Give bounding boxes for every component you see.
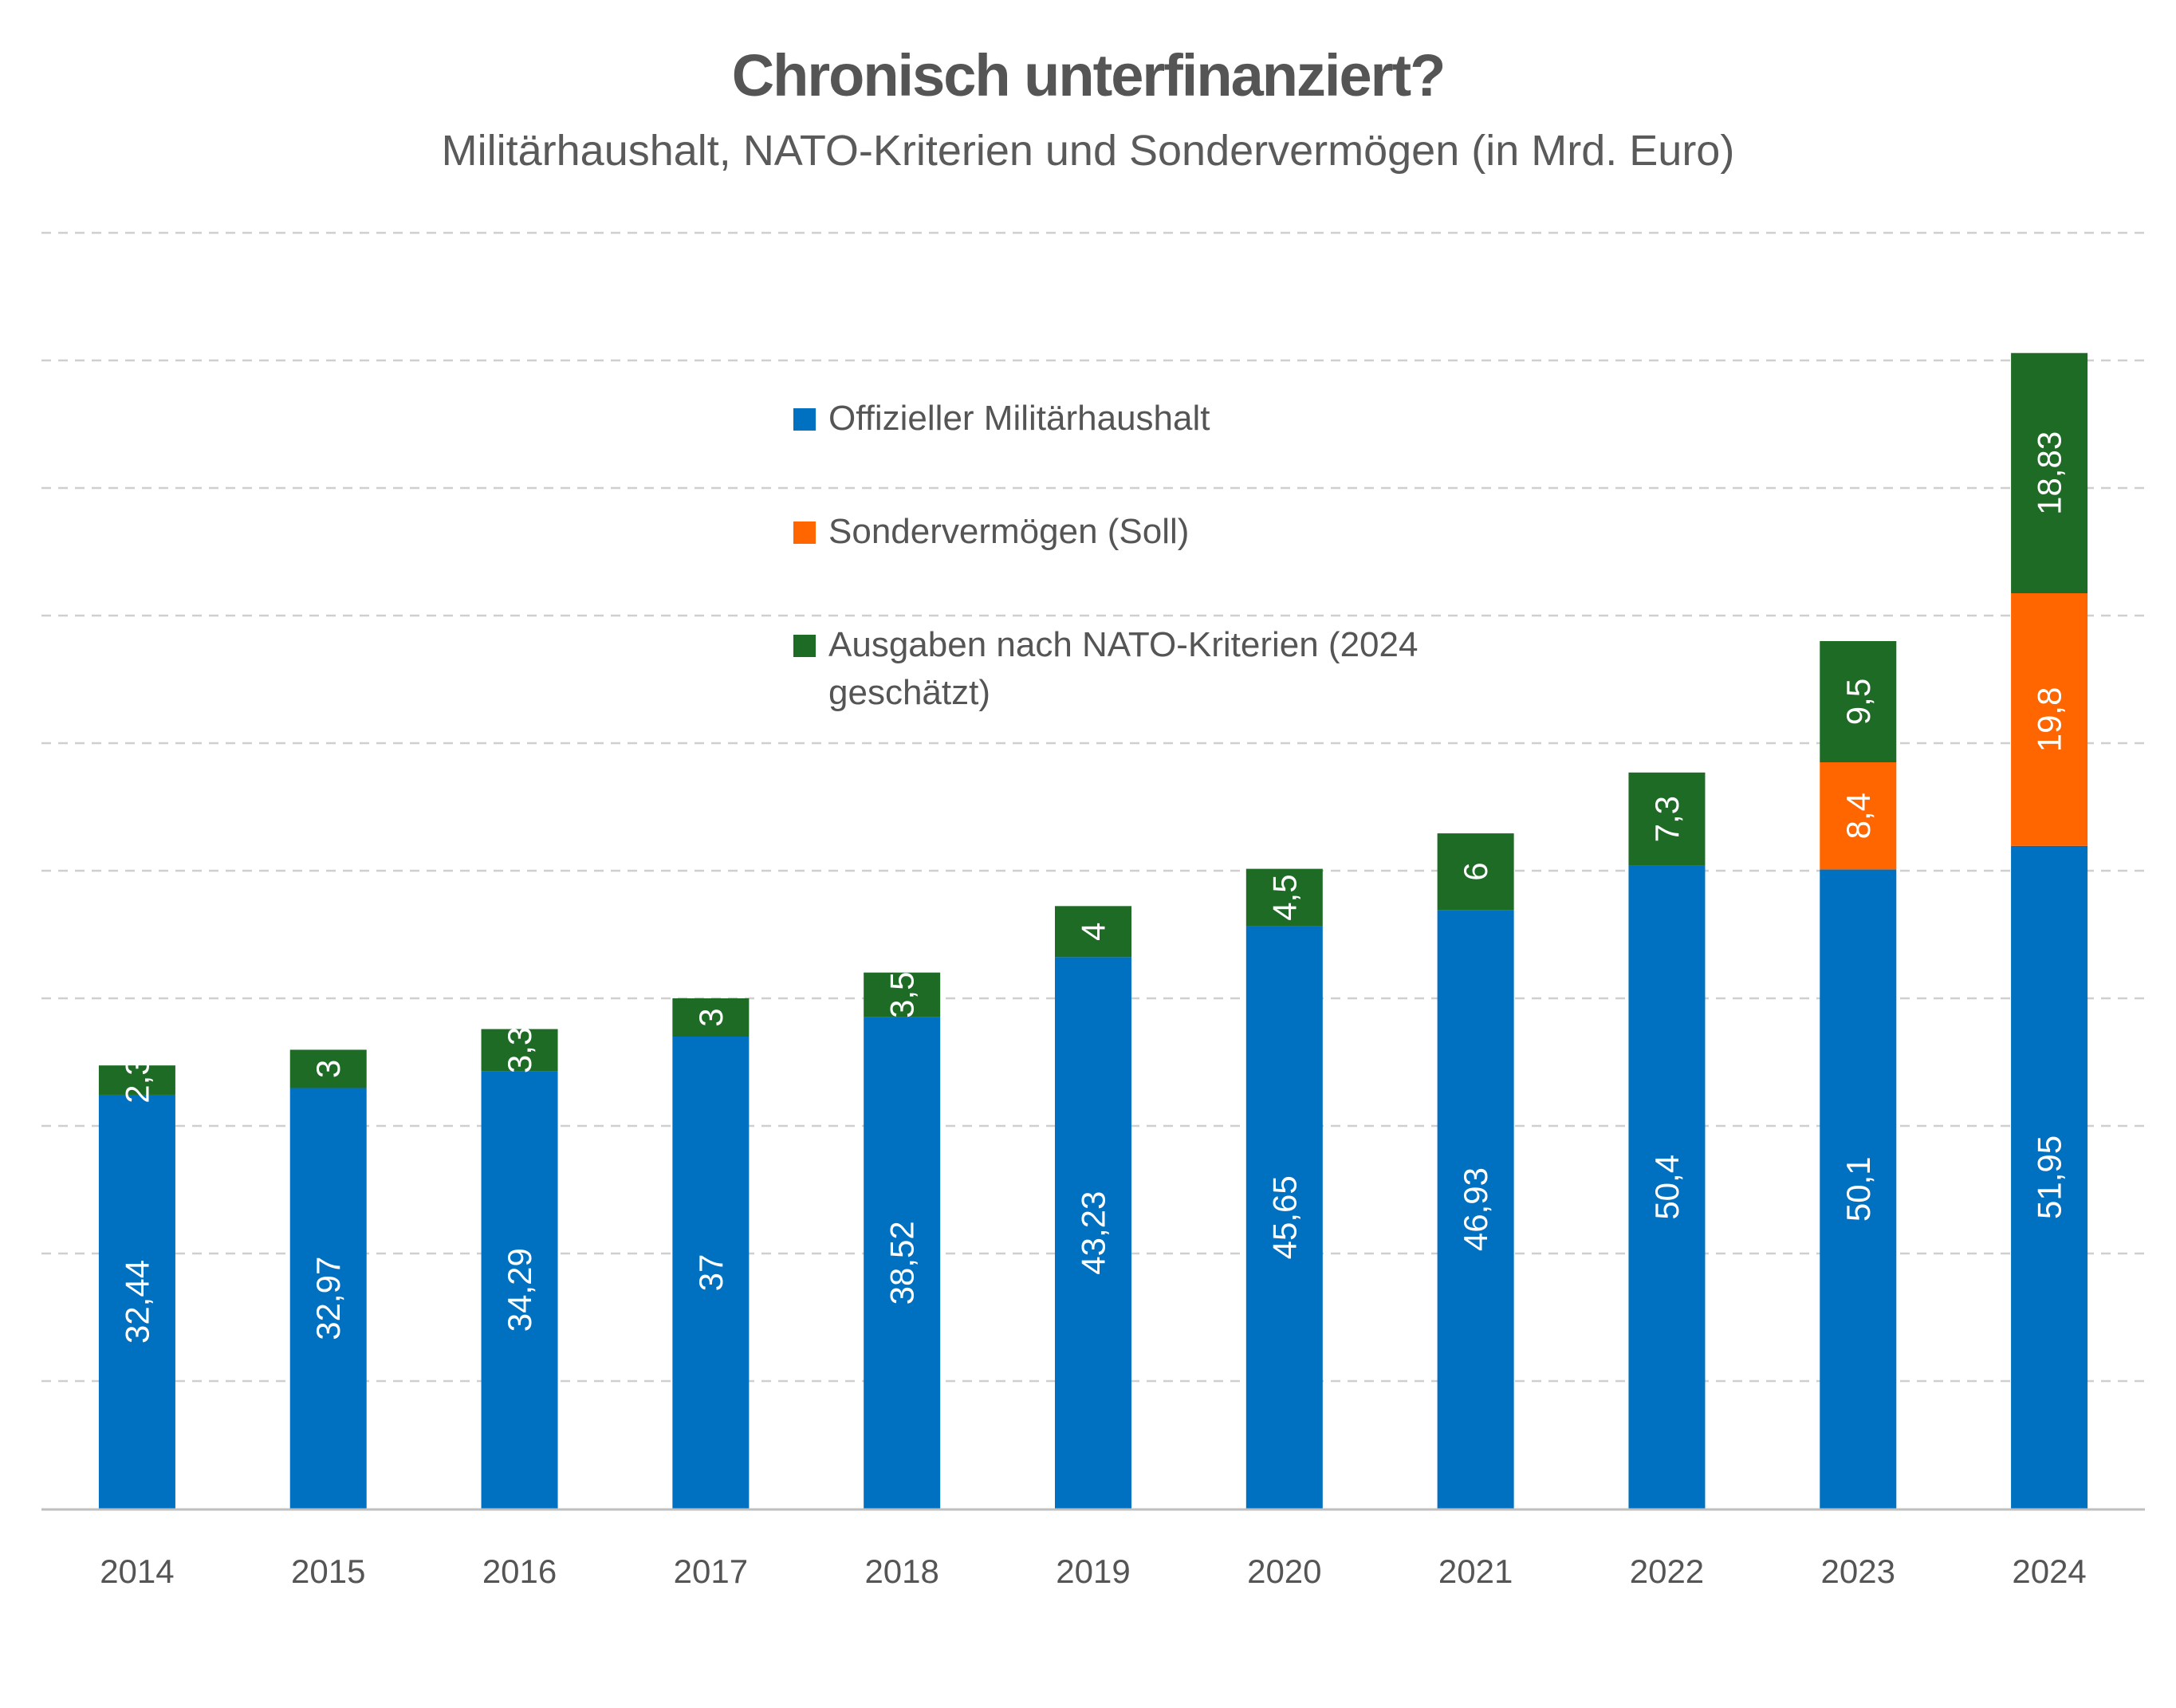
x-tick-label: 2023 <box>1821 1553 1895 1590</box>
data-label: 37 <box>692 1254 730 1292</box>
data-label: 7,3 <box>1648 796 1686 842</box>
x-tick-label: 2014 <box>100 1553 174 1590</box>
legend-label: Sondervermögen (Soll) <box>828 512 1190 551</box>
bar-segment <box>672 998 750 1037</box>
x-tick-label: 2016 <box>482 1553 557 1590</box>
bar-segment <box>1628 772 1706 866</box>
bar-segment <box>1055 957 1131 1509</box>
legend-swatch-blue <box>793 408 816 431</box>
bar-segment <box>864 972 941 1017</box>
bar-segment <box>1437 910 1514 1509</box>
chart-title: Chronisch unterfinanziert? <box>731 42 1446 108</box>
bar-segment <box>2011 352 2088 593</box>
legend-swatch-orange <box>793 521 816 544</box>
bar-segment <box>1820 641 1897 762</box>
data-label: 4 <box>1075 923 1112 941</box>
data-label: 34,29 <box>501 1248 538 1332</box>
x-tick-label: 2024 <box>2012 1553 2086 1590</box>
bar-segment <box>2011 593 2088 846</box>
legend-label: Offizieller Militärhaushalt <box>828 399 1210 438</box>
bar-segment <box>1245 868 1323 927</box>
bar-segment <box>98 1065 175 1095</box>
x-tick-label: 2020 <box>1247 1553 1321 1590</box>
data-label: 9,5 <box>1840 679 1877 725</box>
data-label: 3,3 <box>501 1027 538 1073</box>
data-label: 46,93 <box>1457 1167 1494 1251</box>
chart-subtitle: Militärhaushalt, NATO-Kriterien und Sond… <box>441 127 1735 175</box>
data-label: 2,3 <box>118 1057 155 1103</box>
bar-segment <box>481 1029 558 1072</box>
x-tick-label: 2015 <box>291 1553 365 1590</box>
x-tick-label: 2019 <box>1056 1553 1130 1590</box>
data-label: 8,4 <box>1840 793 1877 839</box>
legend-label: Ausgaben nach NATO-Kriterien (2024 gesch… <box>828 625 1419 712</box>
data-label: 51,95 <box>2031 1135 2068 1219</box>
data-label: 3,5 <box>883 971 921 1017</box>
data-label: 50,1 <box>1840 1156 1877 1222</box>
data-label: 43,23 <box>1075 1191 1112 1275</box>
data-label: 3 <box>692 1008 730 1026</box>
bar-segment <box>1820 762 1897 870</box>
bar-segment <box>1628 865 1706 1509</box>
legend-item-militaerhaushalt: Offizieller Militärhaushalt <box>793 395 1495 443</box>
bar-segment <box>289 1049 367 1088</box>
bar-segment <box>98 1094 175 1509</box>
data-label: 19,8 <box>2031 687 2068 753</box>
legend-swatch-green <box>793 635 816 657</box>
data-label: 6 <box>1457 862 1494 880</box>
bar-segment <box>672 1037 750 1509</box>
legend-item-nato-kriterien: Ausgaben nach NATO-Kriterien (2024 gesch… <box>793 621 1495 717</box>
bar-segment <box>1055 906 1131 958</box>
bar-segment <box>481 1071 558 1509</box>
bar-segment <box>1820 869 1897 1509</box>
data-label: 18,83 <box>2031 431 2068 515</box>
data-label: 3 <box>309 1060 347 1078</box>
data-label: 32,97 <box>309 1257 347 1340</box>
x-tick-label: 2022 <box>1630 1553 1704 1590</box>
data-label: 45,65 <box>1265 1175 1303 1259</box>
legend: Offizieller Militärhaushalt Sondervermög… <box>793 395 1495 782</box>
data-label: 38,52 <box>883 1221 921 1305</box>
x-tick-label: 2018 <box>864 1553 938 1590</box>
x-tick-label: 2017 <box>674 1553 748 1590</box>
x-tick-label: 2021 <box>1438 1553 1513 1590</box>
bar-segment <box>1437 833 1514 911</box>
bar-segment <box>2011 845 2088 1509</box>
data-label: 4,5 <box>1265 874 1303 920</box>
data-label: 50,4 <box>1648 1155 1686 1220</box>
data-label: 32,44 <box>118 1260 155 1344</box>
legend-item-sondervermoegen: Sondervermögen (Soll) <box>793 508 1495 556</box>
bar-segment <box>289 1088 367 1509</box>
bar-segment <box>1245 926 1323 1509</box>
bar-segment <box>864 1017 941 1509</box>
